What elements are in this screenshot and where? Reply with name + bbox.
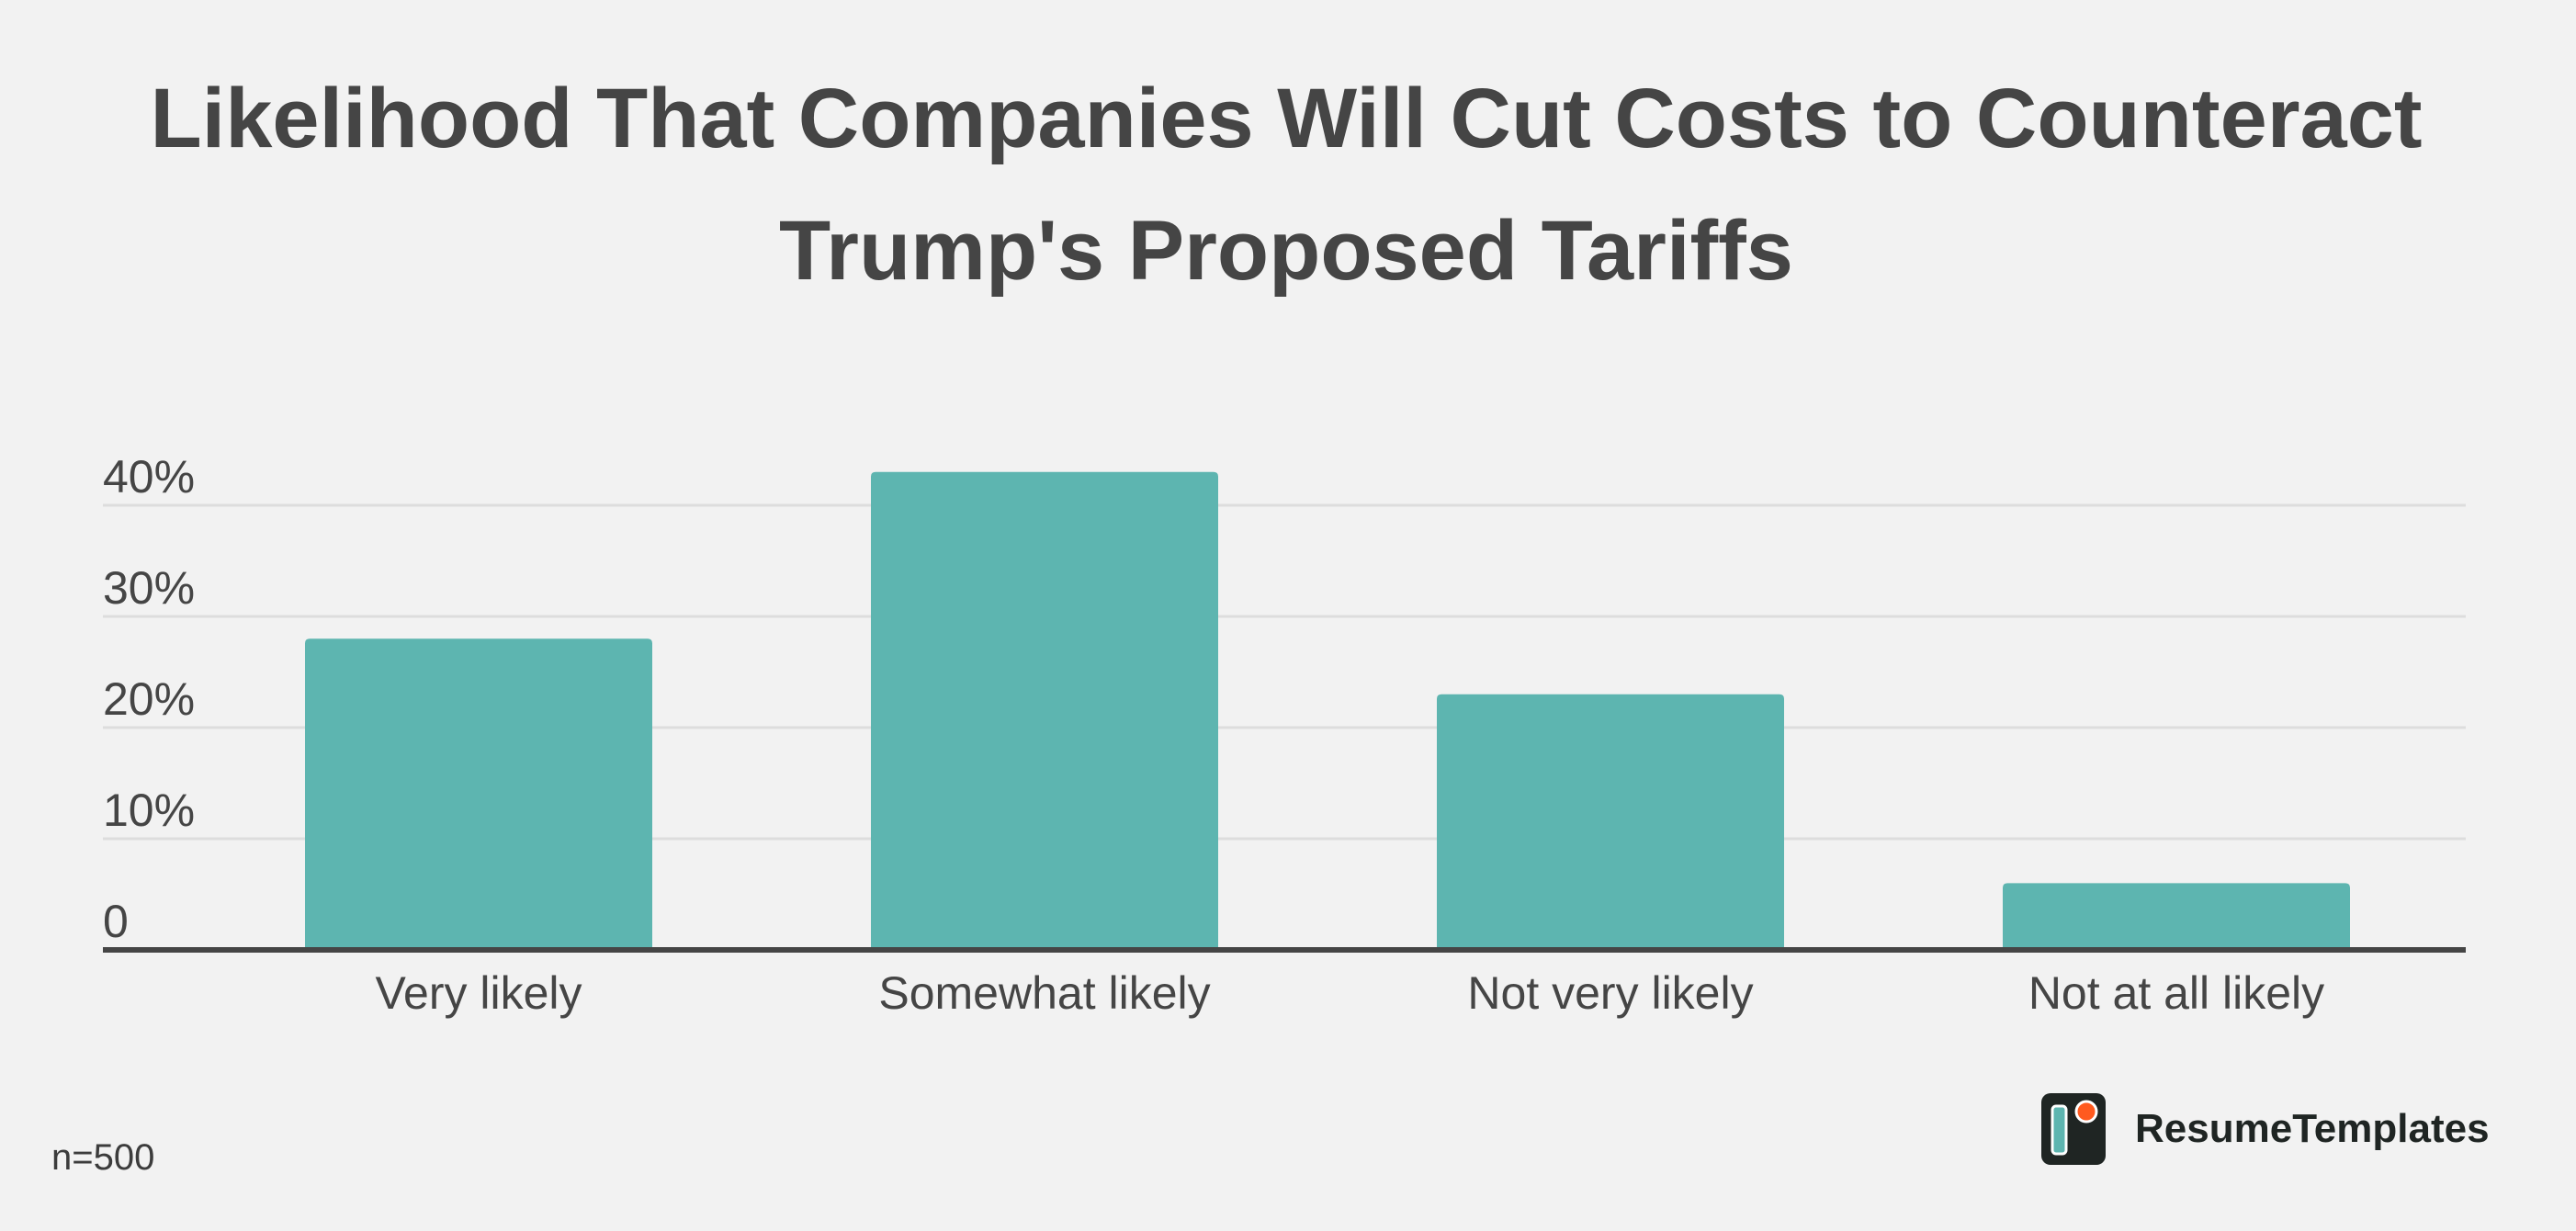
y-tick-label-30: 30% xyxy=(103,562,195,614)
y-tick-label-0: 0 xyxy=(103,896,129,947)
y-tick-label-10: 10% xyxy=(103,785,195,836)
x-axis-category-labels: Very likely Somewhat likely Not very likel… xyxy=(375,967,2324,1019)
y-tick-label-40: 40% xyxy=(103,451,195,503)
resumetemplates-logo-icon xyxy=(2041,1093,2106,1165)
bar-not-at-all-likely xyxy=(2003,883,2350,950)
y-tick-label-20: 20% xyxy=(103,673,195,725)
chart-title-line-1: Likelihood That Companies Will Cut Costs… xyxy=(150,72,2422,165)
sample-size-note: n=500 xyxy=(51,1137,155,1178)
chart-title-line-2: Trump's Proposed Tariffs xyxy=(779,204,1793,298)
bar-somewhat-likely xyxy=(871,471,1218,950)
bars xyxy=(305,471,2350,950)
x-label-very-likely: Very likely xyxy=(375,967,582,1019)
x-label-not-very-likely: Not very likely xyxy=(1467,967,1753,1019)
x-label-somewhat-likely: Somewhat likely xyxy=(878,967,1210,1019)
x-label-not-at-all-likely: Not at all likely xyxy=(2028,967,2324,1019)
bar-very-likely xyxy=(305,638,652,950)
brand-logo: ResumeTemplates xyxy=(2041,1093,2490,1165)
chart-title: Likelihood That Companies Will Cut Costs… xyxy=(150,72,2422,298)
bar-not-very-likely xyxy=(1437,694,1784,950)
brand-name: ResumeTemplates xyxy=(2135,1106,2490,1151)
y-axis-tick-labels: 0 10% 20% 30% 40% xyxy=(103,451,195,947)
